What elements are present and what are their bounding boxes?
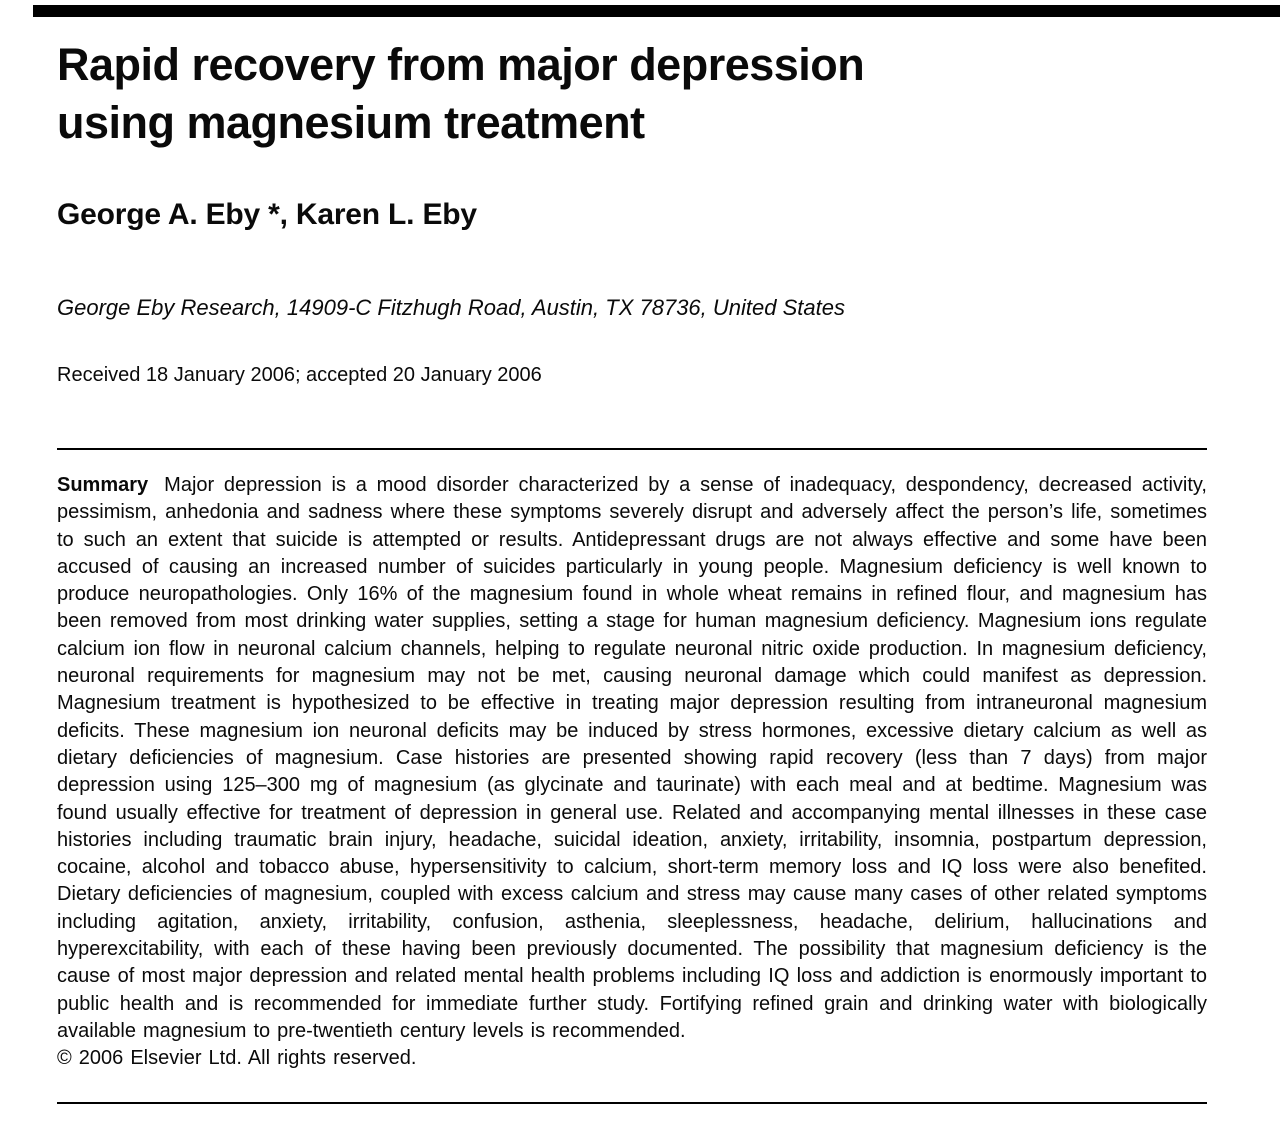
received-accepted-line: Received 18 January 2006; accepted 20 Ja… xyxy=(57,364,542,386)
abstract-section: Summary Major depression is a mood disord… xyxy=(57,472,1207,1073)
summary-text: Major depression is a mood disorder char… xyxy=(57,474,1207,1042)
top-edge-bar xyxy=(33,5,1280,17)
section-divider-top xyxy=(57,448,1207,450)
page-title-line-2: using magnesium treatment xyxy=(57,97,645,148)
affiliation-line: George Eby Research, 14909-C Fitzhugh Ro… xyxy=(57,295,845,320)
summary-label: Summary xyxy=(57,474,149,496)
page-title-line-1: Rapid recovery from major depression xyxy=(57,39,865,90)
authors-line: George A. Eby *, Karen L. Eby xyxy=(57,198,477,231)
paper-first-page: Rapid recovery from major depression usi… xyxy=(57,0,1207,1130)
section-divider-bottom xyxy=(57,1102,1207,1104)
copyright-line: © 2006 Elsevier Ltd. All rights reserved… xyxy=(57,1047,417,1070)
page-title: Rapid recovery from major depression usi… xyxy=(57,36,1207,152)
summary-paragraph: Summary Major depression is a mood disord… xyxy=(57,472,1207,1045)
